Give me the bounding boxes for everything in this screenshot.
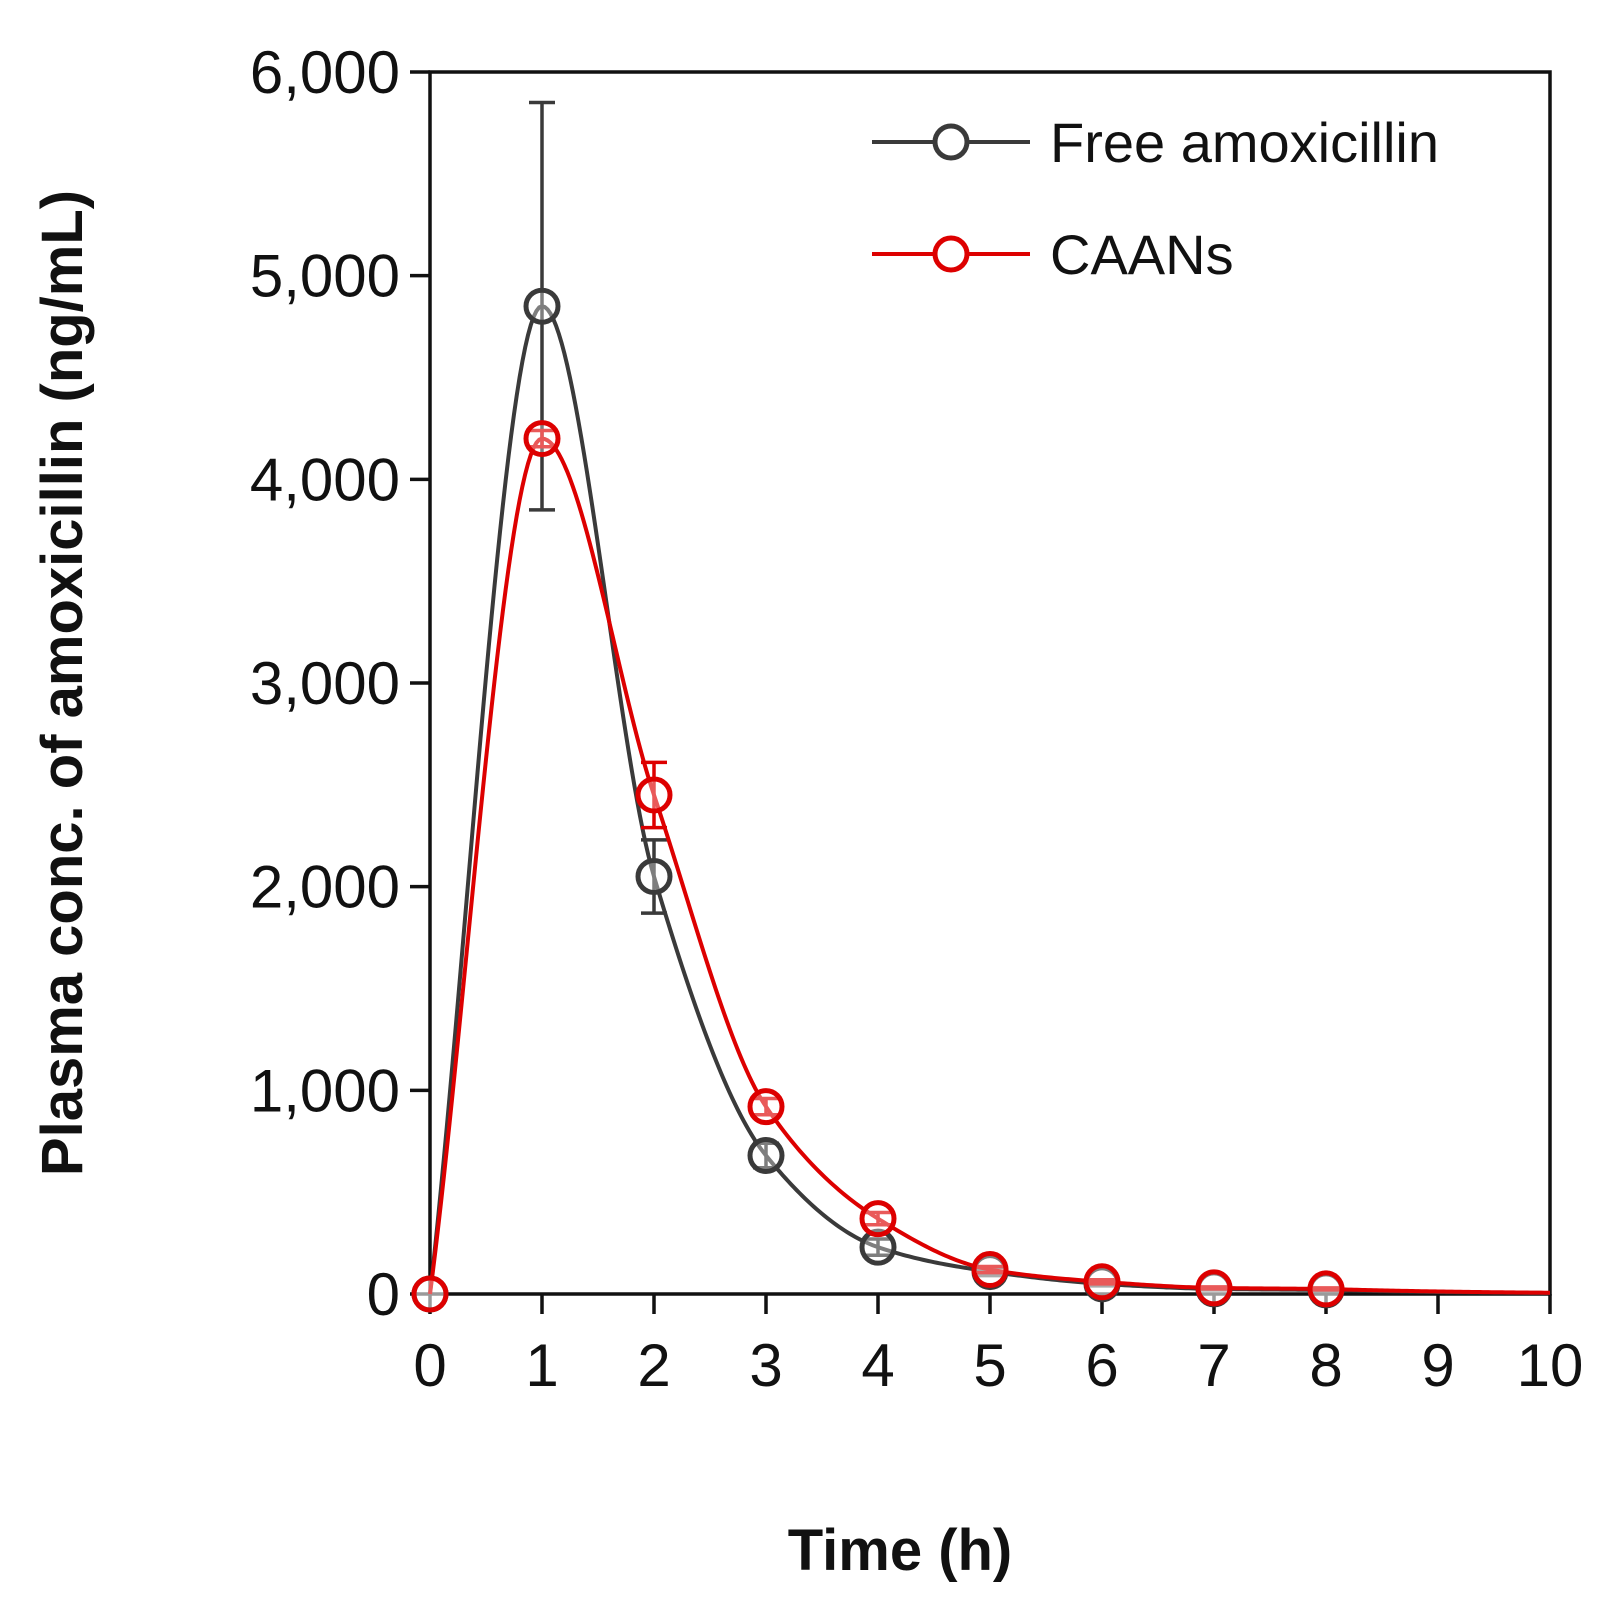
x-tick-label: 9 (1421, 1332, 1454, 1399)
y-tick-label: 3,000 (250, 650, 400, 717)
legend-marker (932, 235, 970, 273)
data-point (411, 1275, 449, 1313)
y-tick-label: 1,000 (250, 1057, 400, 1124)
y-tick-label: 0 (367, 1261, 400, 1328)
legend-label: Free amoxicillin (1050, 111, 1439, 174)
series-line (428, 304, 1551, 1295)
y-tick-label: 4,000 (250, 446, 400, 513)
y-tick-label: 6,000 (250, 39, 400, 106)
x-tick-label: 2 (637, 1332, 670, 1399)
legend: Free amoxicillin CAANs (872, 111, 1439, 286)
legend-marker (932, 123, 970, 161)
data-point (1083, 1263, 1121, 1301)
legend-item: Free amoxicillin (872, 111, 1439, 174)
y-tick-label: 2,000 (250, 854, 400, 921)
x-axis-title: Time (h) (788, 1518, 1013, 1583)
legend-item: CAANs (872, 223, 1234, 286)
data-point (971, 1251, 1009, 1289)
x-tick-label: 8 (1309, 1332, 1342, 1399)
x-tick-label: 6 (1085, 1332, 1118, 1399)
x-tick-label: 0 (413, 1332, 446, 1399)
axis-ticks: 0 1,000 2,000 3,000 4,000 5,000 6,000 0 1 2 3 4 5 6 7 8… (250, 39, 1584, 1399)
y-axis-title: Plasma conc. of amoxicillin (ng/mL) (30, 190, 95, 1176)
y-tick-label: 5,000 (250, 243, 400, 310)
data-series (411, 100, 1551, 1313)
x-tick-label: 5 (973, 1332, 1006, 1399)
data-point (747, 1137, 785, 1175)
series-caans (411, 420, 1551, 1313)
data-point (859, 1228, 897, 1266)
x-tick-label: 10 (1517, 1332, 1584, 1399)
x-tick-label: 3 (749, 1332, 782, 1399)
data-point (1307, 1270, 1345, 1308)
data-point (635, 857, 673, 895)
x-tick-label: 1 (525, 1332, 558, 1399)
x-tick-label: 7 (1197, 1332, 1230, 1399)
data-point (859, 1200, 897, 1238)
series-free-amoxicillin (411, 100, 1551, 1313)
data-point (523, 420, 561, 458)
data-point (523, 287, 561, 325)
data-point (635, 776, 673, 814)
legend-label: CAANs (1050, 223, 1234, 286)
data-point (1195, 1269, 1233, 1307)
data-point (747, 1088, 785, 1126)
series-line (428, 436, 1551, 1295)
x-tick-label: 4 (861, 1332, 894, 1399)
